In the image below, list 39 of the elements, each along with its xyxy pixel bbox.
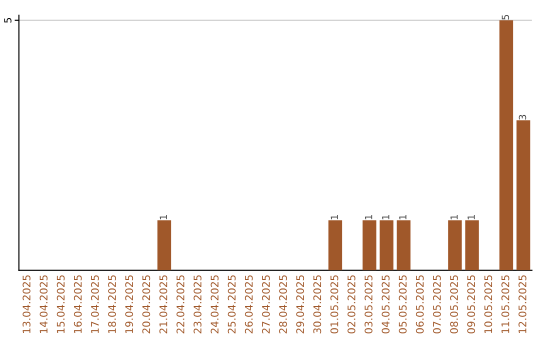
data-label: 1 — [468, 215, 475, 220]
data-label: 1 — [399, 215, 406, 220]
x-tick-label: 27.04.2025 — [262, 275, 270, 334]
x-tick-label: 02.05.2025 — [347, 275, 356, 334]
x-tick-label: 09.05.2025 — [467, 275, 476, 334]
x-tick-label: 03.05.2025 — [364, 275, 372, 334]
x-tick-label: 13.04.2025 — [22, 275, 30, 333]
x-tick-label: 30.04.2025 — [313, 275, 322, 334]
x-tick-label: 06.05.2025 — [416, 275, 424, 334]
x-tick-label: 05.05.2025 — [398, 275, 407, 334]
x-tick-label: 22.04.2025 — [176, 275, 184, 334]
x-tick-label: 01.05.2025 — [330, 275, 338, 334]
x-tick-label: 29.04.2025 — [296, 275, 304, 334]
data-label: 1 — [450, 215, 458, 220]
data-label: 5 — [502, 14, 510, 20]
data-label: 1 — [330, 215, 338, 220]
data-label: 1 — [365, 215, 372, 220]
data-label: 1 — [160, 215, 167, 220]
x-tick-label: 21.04.2025 — [159, 275, 168, 334]
x-tick-label: 18.04.2025 — [108, 275, 116, 333]
x-tick-label: 25.04.2025 — [228, 275, 236, 334]
x-tick-label: 19.04.2025 — [125, 275, 134, 333]
x-tick-label: 14.04.2025 — [40, 275, 48, 333]
x-tick-label: 23.04.2025 — [194, 275, 202, 334]
data-label: 3 — [518, 114, 526, 120]
x-tick-label: 10.05.2025 — [484, 275, 492, 333]
x-tick-label: 28.04.2025 — [279, 275, 287, 334]
x-tick-label: 26.04.2025 — [244, 275, 253, 334]
x-tick-label: 17.04.2025 — [90, 275, 99, 333]
x-tick-label: 11.05.2025 — [501, 275, 510, 333]
x-tick-label: 08.05.2025 — [450, 275, 458, 334]
x-tick-label: 20.04.2025 — [142, 275, 150, 334]
x-tick-label: 07.05.2025 — [432, 275, 441, 334]
data-label: 1 — [382, 215, 390, 220]
x-tick-label: 15.04.2025 — [56, 275, 65, 333]
x-tick-label: 12.05.2025 — [518, 275, 526, 333]
x-tick-label: 24.04.2025 — [210, 275, 219, 334]
x-tick-label: 16.04.2025 — [74, 275, 82, 333]
x-tick-label: 04.05.2025 — [382, 275, 390, 334]
